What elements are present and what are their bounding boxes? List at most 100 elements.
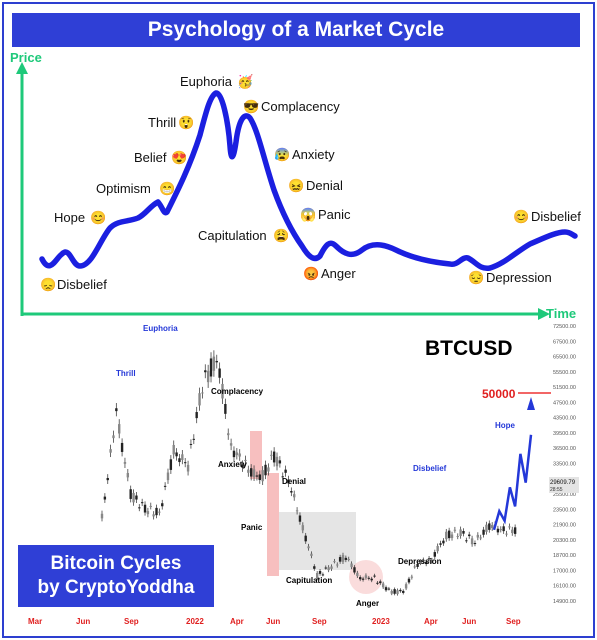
candle-body <box>149 505 152 507</box>
y-tick-label: 33500.00 <box>553 462 576 468</box>
candle-body <box>195 412 198 419</box>
candle-body <box>178 458 181 463</box>
y-tick-label: 14900.00 <box>553 599 576 605</box>
candle-body <box>330 566 333 569</box>
annotation-capitulation: Capitulation <box>286 576 332 585</box>
candle-body <box>430 560 434 562</box>
stamp-line-2: by CryptoYoddha <box>37 577 195 598</box>
phase-label-depression: Depression <box>486 270 552 285</box>
panic-zone <box>267 473 279 576</box>
phase-emoji-euphoria: 🥳 <box>237 73 253 89</box>
candle-body <box>419 561 422 564</box>
candle-body <box>112 435 115 439</box>
candle-body <box>488 523 491 530</box>
candle-body <box>450 534 454 538</box>
candle-body <box>295 510 299 512</box>
y-tick-label: 67500.00 <box>553 339 576 345</box>
candle-body <box>367 577 371 579</box>
candle-body <box>166 472 170 481</box>
annotation-anger: Anger <box>356 599 379 608</box>
candle-body <box>212 356 216 371</box>
y-tick-label: 36500.00 <box>553 446 576 452</box>
annotation-thrill: Thrill <box>116 369 136 378</box>
candle-body <box>338 557 342 562</box>
y-tick-label: 16100.00 <box>553 584 576 590</box>
candle-body <box>301 525 305 531</box>
candle-body <box>172 444 175 455</box>
phase-emoji-optimism: 😁 <box>159 181 175 196</box>
candle-body <box>255 475 259 477</box>
candle-body <box>229 443 233 446</box>
candle-body <box>473 543 477 545</box>
candle-body <box>298 515 302 522</box>
candle-body <box>399 589 402 592</box>
x-tick-label: Sep <box>506 617 521 626</box>
candle-body <box>201 392 204 394</box>
candle-body <box>413 566 416 568</box>
candle-body <box>175 452 178 457</box>
candle-body <box>287 479 290 484</box>
candle-body <box>433 552 436 557</box>
candle-body <box>181 454 184 461</box>
candle-body <box>293 494 296 498</box>
candle-body <box>106 477 109 481</box>
phase-label-hope: Hope <box>54 210 85 225</box>
candle-body <box>445 531 448 540</box>
candle-body <box>304 535 307 542</box>
candle-body <box>264 464 267 476</box>
phase-label-capitulation: Capitulation <box>198 228 267 243</box>
annotation-complacency: Complacency <box>211 387 264 396</box>
candle-body <box>146 511 150 515</box>
candle-body <box>402 590 405 593</box>
candle-body <box>115 408 118 412</box>
x-tick-label: Jun <box>266 617 280 626</box>
candle-body <box>275 456 279 467</box>
y-tick-label: 21900.00 <box>553 523 576 529</box>
chart-title: BTCUSD <box>425 337 513 360</box>
phase-emoji-thrill: 😲 <box>178 115 194 130</box>
current-price-label: 29609.79 <box>550 480 576 486</box>
candle-body <box>511 529 514 534</box>
candle-body <box>485 524 488 532</box>
upper-axes: Price Time <box>10 50 576 321</box>
candle-body <box>381 583 385 588</box>
y-tick-label: 65500.00 <box>553 355 576 361</box>
stamp-line-1: Bitcoin Cycles <box>50 553 182 574</box>
candle-body <box>129 489 132 499</box>
candle-body <box>324 567 327 569</box>
phase-emoji-panic: 😱 <box>300 207 316 223</box>
candle-body <box>496 528 500 533</box>
candle-body <box>284 469 287 473</box>
candle-body <box>390 590 393 594</box>
y-tick-label: 51500.00 <box>553 385 576 391</box>
candle-body <box>476 534 480 538</box>
candle-body <box>436 546 439 552</box>
candle-body <box>218 368 221 378</box>
candle-body <box>462 530 465 534</box>
candle-body <box>232 450 236 458</box>
current-price-sub: 28:55 <box>550 487 563 493</box>
y-tick-label: 20300.00 <box>553 538 576 544</box>
market-cycle-curve <box>39 90 578 272</box>
phase-emoji-hope: 😊 <box>90 210 106 225</box>
candle-body <box>442 540 445 544</box>
candle-body <box>341 555 345 562</box>
candle-body <box>152 514 155 517</box>
candle-body <box>313 566 316 569</box>
candle-body <box>470 538 474 545</box>
candle-body <box>198 393 201 406</box>
candle-body <box>209 358 213 377</box>
x-tick-label: 2022 <box>186 617 204 626</box>
annotation-euphoria: Euphoria <box>143 324 178 333</box>
y-tick-label: 72500.00 <box>553 324 576 330</box>
annotation-panic: Panic <box>241 523 263 532</box>
candle-body <box>224 403 227 414</box>
y-tick-label: 23500.00 <box>553 507 576 513</box>
candle-body <box>100 513 104 519</box>
y-tick-label: 43500.00 <box>553 416 576 422</box>
phase-label-denial: Denial <box>306 178 343 193</box>
candle-body <box>318 571 322 574</box>
x-tick-label: Apr <box>424 617 438 626</box>
annotation-hope: Hope <box>495 421 516 430</box>
phase-emoji-anger: 😡 <box>303 266 319 281</box>
